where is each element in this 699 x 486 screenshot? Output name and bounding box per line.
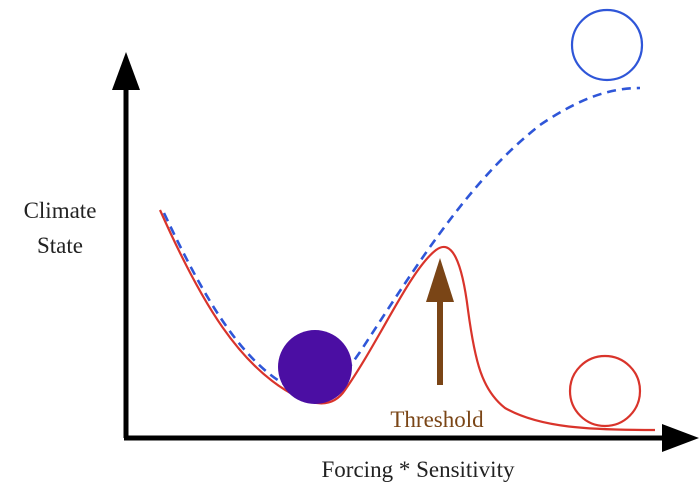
threshold-label: Threshold xyxy=(390,407,484,432)
y-axis-label-line2: State xyxy=(37,233,83,258)
x-axis-arrowhead xyxy=(662,424,699,452)
dashed-landscape-curve xyxy=(162,86,641,396)
high-state-circle xyxy=(570,8,644,82)
solid-landscape-curve xyxy=(158,209,656,432)
threshold-arrow-head xyxy=(426,258,454,302)
threshold-arrow xyxy=(426,258,454,385)
low-state-circle xyxy=(568,354,642,428)
y-axis xyxy=(112,52,140,438)
y-axis-label-line1: Climate xyxy=(24,198,97,223)
climate-state-ball xyxy=(278,330,352,404)
y-axis-arrowhead xyxy=(112,52,140,90)
x-axis xyxy=(124,424,699,452)
x-axis-label: Forcing * Sensitivity xyxy=(322,457,515,482)
